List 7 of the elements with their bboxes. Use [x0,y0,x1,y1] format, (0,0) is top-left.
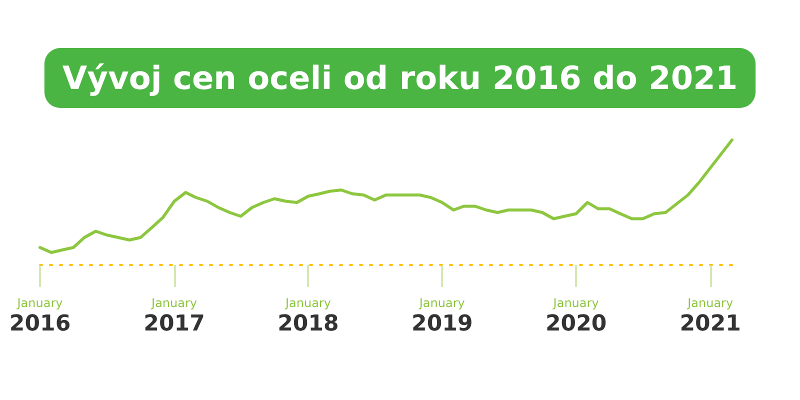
chart-title: Vývoj cen oceli od roku 2016 do 2021 [62,59,738,97]
x-tick-label: January 2017 [144,296,205,336]
x-tick-label: January 2018 [278,296,339,336]
x-tick-label: January 2016 [9,296,71,336]
x-tick-label: January 2021 [680,296,741,336]
x-tick-label: January 2020 [545,296,607,336]
x-tick-label: January 2019 [412,296,473,336]
